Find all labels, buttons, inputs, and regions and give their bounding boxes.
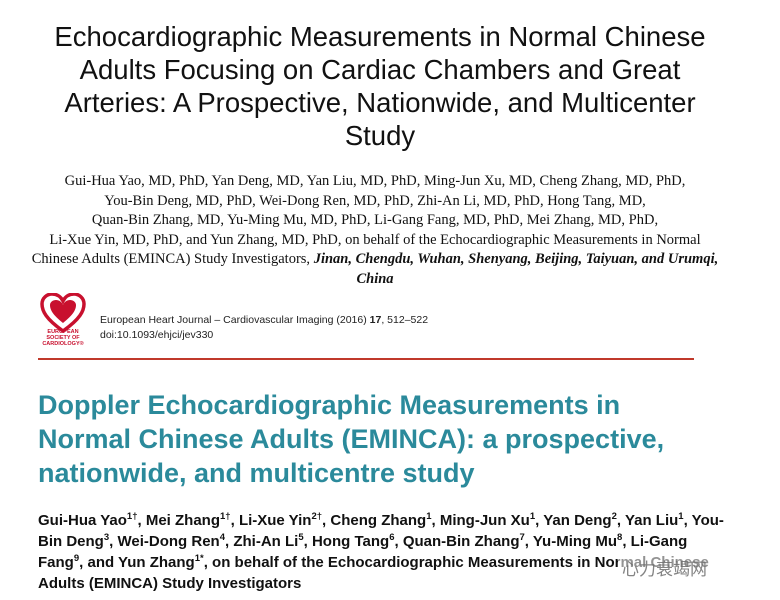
affiliation: 1† [126,511,138,522]
separator: , [322,512,331,529]
author-name: Quan-Bin Zhang [402,533,520,550]
title-line: Echocardiographic Measurements in Normal… [54,21,706,52]
logo-line: EUROPEAN [47,329,79,335]
locations: Jinan, Chengdu, Wuhan, Shenyang, Beijing… [313,251,719,287]
divider [38,358,694,360]
affiliation: 6 [389,532,395,543]
author-name: Li-Xue Yin [238,512,312,529]
logo-line: SOCIETY OF [46,335,80,341]
affiliation: 9 [73,553,80,564]
title-line: Doppler Echocardiographic Measurements i… [38,390,621,420]
title-line: Study [344,120,416,151]
separator: , [79,554,88,571]
author-name: Wei-Dong Ren [117,533,220,550]
author-name: and Yun Zhang [87,554,195,571]
separator: , [109,533,118,550]
author-name: Yan Deng [543,512,612,529]
pages: , 512–522 [381,314,429,326]
author-name: Yan Liu [624,512,679,529]
separator: , [394,533,403,550]
author-name: Ming-Jun Xu [439,512,530,529]
paper1-title: Echocardiographic Measurements in Normal… [10,20,750,152]
author-tail: Chinese Adults (EMINCA) Study Investigat… [31,251,311,267]
separator: , [431,512,440,529]
author-line: Quan-Bin Zhang, MD, Yu-Ming Mu, MD, PhD,… [91,212,659,228]
affiliation: 2 [611,511,617,522]
citation: European Heart Journal – Cardiovascular … [100,312,428,344]
separator: , [230,512,239,529]
affiliation: 7 [519,532,525,543]
author-line: Li-Xue Yin, MD, PhD, and Yun Zhang, MD, … [49,231,701,248]
title-line: Adults Focusing on Cardiac Chambers and … [79,54,681,85]
title-line: nationwide, and multicentre study [38,458,475,488]
citation-line: European Heart Journal – Cardiovascular … [100,312,428,329]
title-line: Normal Chinese Adults (EMINCA): a prospe… [38,424,665,454]
affiliation: 1 [678,511,684,522]
esc-logo-heart [40,293,86,333]
separator: , [683,512,692,529]
author-name: Zhi-An Li [233,533,299,550]
separator: , [524,533,533,550]
author-lines: Gui-Hua Yao, MD, PhD, Yan Deng, MD, Yan … [49,173,700,248]
affiliation: 4 [219,532,225,543]
separator: , [203,554,213,571]
separator: , [535,512,544,529]
author-name: You-Bin Deng [38,512,724,550]
affiliation: 1 [426,511,432,522]
author-name: Mei Zhang [145,512,221,529]
esc-logo-text: EUROPEAN SOCIETY OF CARDIOLOGY® [36,329,90,347]
journal-name: European Heart Journal – Cardiovascular … [100,314,370,326]
paper1-authors: Gui-Hua Yao, MD, PhD, Yan Deng, MD, Yan … [20,172,730,289]
separator: , [616,512,625,529]
on-behalf: on behalf of the Echocardiographic Measu… [38,554,709,592]
doi: doi:10.1093/ehjci/jev330 [100,329,214,341]
watermark: 心力衰竭网 [618,553,711,582]
author-name: Yu-Ming Mu [532,533,618,550]
author-line: You-Bin Deng, MD, PhD, Wei-Dong Ren, MD,… [104,192,646,209]
affiliation: 1 [529,511,536,522]
title-line: Arteries: A Prospective, Nationwide, and… [64,87,696,118]
author-line: Gui-Hua Yao, MD, PhD, Yan Deng, MD, Yan … [64,173,686,189]
paper2-authors: Gui-Hua Yao1†, Mei Zhang1†, Li-Xue Yin2†… [38,510,738,594]
affiliation: 8 [617,532,623,543]
affiliation: 5 [298,532,304,543]
separator: , [303,533,312,550]
separator: , [225,533,234,550]
affiliation: 2† [311,511,323,522]
logo-line: CARDIOLOGY® [42,341,84,347]
author-name: Gui-Hua Yao [38,512,127,529]
author-name: Hong Tang [311,533,390,550]
affiliation: 1* [194,553,204,564]
author-name: Cheng Zhang [330,512,427,529]
paper2-title: Doppler Echocardiographic Measurements i… [38,388,664,490]
volume: 17 [369,314,382,326]
author-name: Li-Gang Fang [38,533,688,571]
separator: , [622,533,631,550]
separator: , [137,512,146,529]
affiliation: 3 [103,532,110,543]
affiliation: 1† [220,511,231,522]
